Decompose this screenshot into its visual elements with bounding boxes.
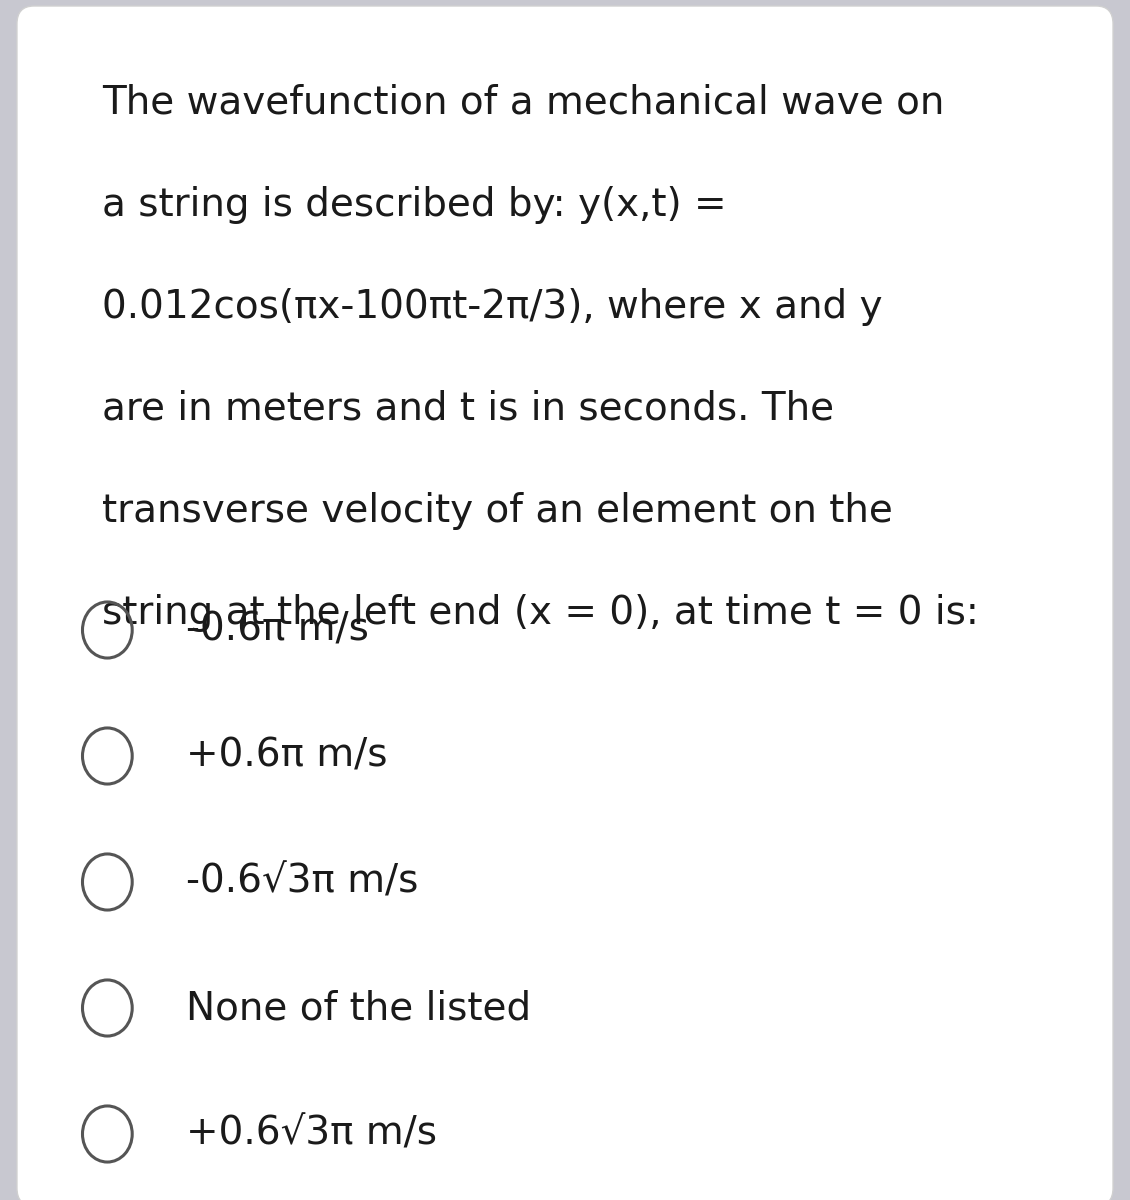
Text: are in meters and t is in seconds. The: are in meters and t is in seconds. The [102, 390, 834, 428]
Text: The wavefunction of a mechanical wave on: The wavefunction of a mechanical wave on [102, 84, 944, 122]
FancyBboxPatch shape [17, 6, 1113, 1200]
Text: +0.6π m/s: +0.6π m/s [186, 737, 388, 775]
Text: -0.6√3π m/s: -0.6√3π m/s [186, 863, 419, 901]
Text: a string is described by: y(x,t) =: a string is described by: y(x,t) = [102, 186, 727, 224]
Text: None of the listed: None of the listed [186, 989, 531, 1027]
Text: transverse velocity of an element on the: transverse velocity of an element on the [102, 492, 893, 530]
Text: 0.012cos(πx-100πt-2π/3), where x and y: 0.012cos(πx-100πt-2π/3), where x and y [102, 288, 883, 326]
Text: +0.6√3π m/s: +0.6√3π m/s [186, 1115, 437, 1153]
Text: string at the left end (x = 0), at time t = 0 is:: string at the left end (x = 0), at time … [102, 594, 979, 632]
Text: -0.6π m/s: -0.6π m/s [186, 611, 370, 649]
